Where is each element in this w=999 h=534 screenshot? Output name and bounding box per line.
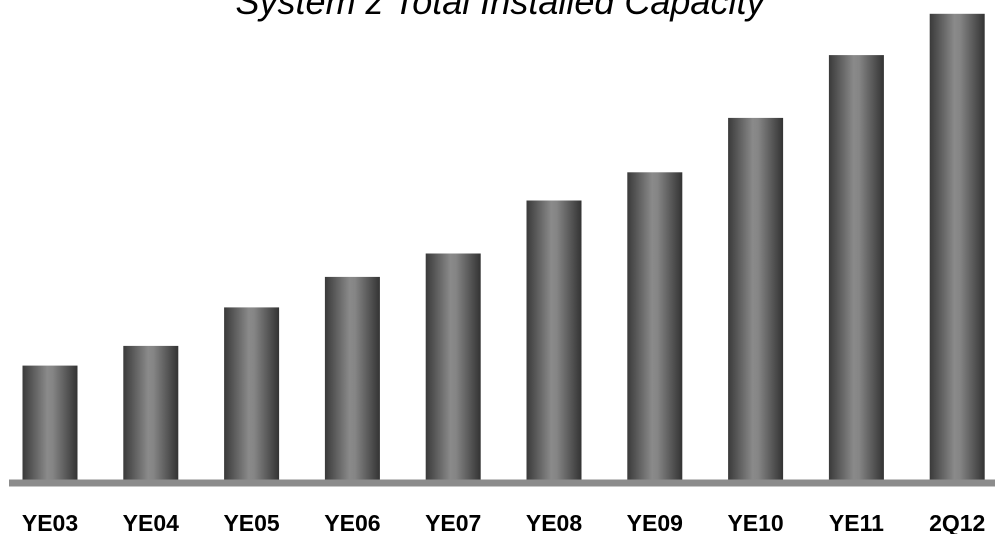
- bar-ye11: [828, 55, 884, 480]
- x-tick-label: YE05: [223, 510, 279, 534]
- bar-ye04: [123, 345, 179, 480]
- chart-title: System z Total Installed Capacity: [235, 0, 765, 22]
- bar-ye05: [224, 307, 280, 480]
- x-tick-labels: YE03 YE04 YE05 YE06 YE07 YE08 YE09 YE10 YE11 2Q12: [22, 510, 985, 534]
- x-tick-label: YE07: [425, 510, 481, 534]
- x-tick-label: 2Q12: [929, 510, 985, 534]
- x-tick-label: YE09: [627, 510, 683, 534]
- x-tick-label: YE03: [22, 510, 78, 534]
- bar-ye07: [425, 253, 481, 480]
- bar-ye09: [627, 172, 683, 481]
- x-tick-label: YE06: [324, 510, 380, 534]
- bar-ye06: [324, 276, 380, 480]
- x-tick-label: YE11: [829, 510, 884, 534]
- x-tick-label: YE08: [526, 510, 582, 534]
- bars-group: [22, 13, 985, 481]
- x-tick-label: YE04: [123, 510, 179, 534]
- bar-ye10: [728, 117, 784, 481]
- bar-ye08: [526, 200, 582, 480]
- bar-ye03: [22, 365, 78, 480]
- bar-2q12: [929, 13, 985, 481]
- x-tick-label: YE10: [727, 510, 783, 534]
